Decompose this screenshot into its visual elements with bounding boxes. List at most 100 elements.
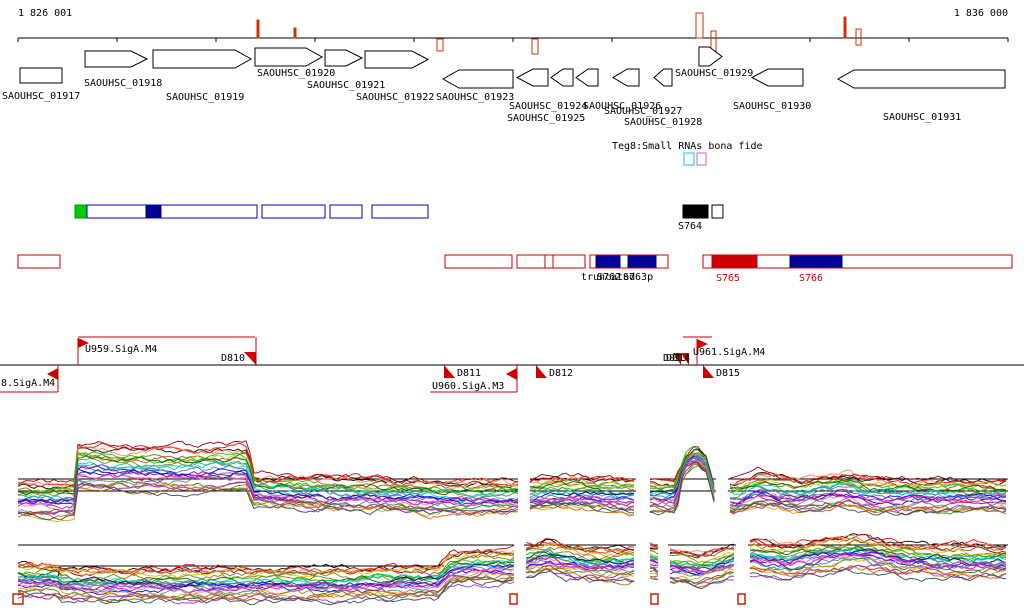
gene-SAOUHSC_01921[interactable] [324,49,364,67]
gene-SAOUHSC_01918[interactable] [84,50,149,68]
expression-trace [17,547,1007,587]
promoter-label: U961.SigA.M4 [693,347,765,358]
gene-SAOUHSC_01929[interactable] [698,46,723,67]
feature-box[interactable] [789,255,843,268]
gene-label-SAOUHSC_01922: SAOUHSC_01922 [356,92,434,103]
expression-trace [17,440,1007,487]
gene-label-SAOUHSC_01925: SAOUHSC_01925 [507,113,585,124]
gene-label-SAOUHSC_01924: SAOUHSC_01924 [509,101,587,112]
terminator-label: D815 [716,368,740,379]
feature-box[interactable] [595,255,621,268]
feature-box[interactable] [516,254,586,269]
promoter-label: 8.SigA.M4 [1,378,55,389]
gene-label-SAOUHSC_01926: SAOUHSC_01926 [583,101,661,112]
ruler-feature-mark[interactable] [843,16,847,39]
terminator-label: D810 [221,353,245,364]
feature-box[interactable] [86,204,258,219]
expression-trace [17,553,1007,596]
expression-trace [17,447,1007,490]
gene-label-SAOUHSC_01919: SAOUHSC_01919 [166,92,244,103]
gene-SAOUHSC_01917[interactable] [19,67,63,84]
array-break-marker [509,593,518,605]
terminator-flag[interactable] [703,365,714,378]
expression-trace [17,558,1007,601]
expression-trace [17,452,1007,496]
terminator-flag[interactable] [444,365,455,378]
legend-swatch-0 [683,152,695,166]
expression-trace [17,564,1007,602]
ruler-start-label: 1 826 001 [18,8,73,19]
terminator-label: D814 [666,353,690,364]
terminator-flag[interactable] [536,365,547,378]
expression-trace [17,557,1007,602]
gene-label-SAOUHSC_01927: SAOUHSC_01927 [604,106,682,117]
ruler-feature-mark[interactable] [256,19,260,39]
expression-trace [17,448,1007,497]
feature-label: S763p [623,272,653,283]
gene-label-SAOUHSC_01921: SAOUHSC_01921 [307,80,385,91]
ruler-feature-mark[interactable] [436,38,444,52]
gene-SAOUHSC_01920[interactable] [254,47,324,67]
gene-SAOUHSC_01924[interactable] [515,68,549,87]
expression-trace [17,460,1007,517]
promoter-flag[interactable] [47,368,58,380]
srna-legend-label: Teg8:Small RNAs bona fide [612,141,763,152]
feature-box[interactable] [682,204,709,219]
gene-SAOUHSC_01922[interactable] [364,50,430,69]
feature-box[interactable] [329,204,363,219]
array-break-marker [12,593,24,605]
ruler-feature-mark[interactable] [531,38,539,55]
gene-SAOUHSC_01927[interactable] [612,68,640,87]
expression-trace [18,445,1007,496]
feature-box[interactable] [702,254,1013,269]
expression-trace [17,460,1007,523]
feature-box[interactable] [145,205,162,218]
expression-trace [17,568,1007,606]
gene-label-SAOUHSC_01931: SAOUHSC_01931 [883,112,961,123]
feature-box[interactable] [627,255,657,268]
feature-box[interactable] [711,204,724,219]
gene-SAOUHSC_01923[interactable] [441,69,514,89]
feature-label: S762 [597,272,621,283]
expression-trace [17,455,1006,507]
promoter-flag[interactable] [506,368,517,380]
promoter-flag[interactable] [78,338,89,348]
gene-label-SAOUHSC_01928: SAOUHSC_01928 [624,117,702,128]
array-break-marker [737,593,746,605]
ruler-feature-mark[interactable] [293,27,297,39]
ruler-feature-mark[interactable] [695,12,704,39]
terminator-flag[interactable] [681,353,689,365]
feature-box[interactable] [74,204,88,219]
feature-box[interactable] [261,204,326,219]
gene-SAOUHSC_01926[interactable] [575,68,599,87]
expression-trace [17,548,1007,589]
terminator-flag[interactable] [244,352,256,365]
feature-box[interactable] [711,254,758,269]
terminator-label: D813 [663,353,687,364]
gene-SAOUHSC_01925[interactable] [550,68,574,87]
terminator-flag[interactable] [673,353,681,365]
terminator-label: D812 [549,368,573,379]
expression-trace [17,445,1007,494]
promoter-flag[interactable] [697,339,708,349]
feature-box[interactable] [444,254,513,269]
terminator-label: D811 [457,368,481,379]
gene-SAOUHSC_01930[interactable] [750,68,804,87]
feature-label: S765 [716,273,740,284]
promoter-label: U959.SigA.M4 [85,344,157,355]
ruler-feature-mark[interactable] [855,28,862,46]
gene-label-SAOUHSC_01918: SAOUHSC_01918 [84,78,162,89]
gene-SAOUHSC_01919[interactable] [152,49,253,69]
gene-label-SAOUHSC_01923: SAOUHSC_01923 [436,92,514,103]
expression-trace [17,459,1007,513]
feature-box[interactable] [371,204,429,219]
feature-label: truncated [581,272,635,283]
feature-label: S764 [678,221,702,232]
ruler-end-label: 1 836 000 [953,8,1008,19]
feature-box[interactable] [17,254,61,269]
legend-swatch-1 [696,152,707,166]
feature-box[interactable] [589,254,669,269]
gene-SAOUHSC_01928[interactable] [653,68,673,87]
gene-SAOUHSC_01931[interactable] [836,69,1006,89]
